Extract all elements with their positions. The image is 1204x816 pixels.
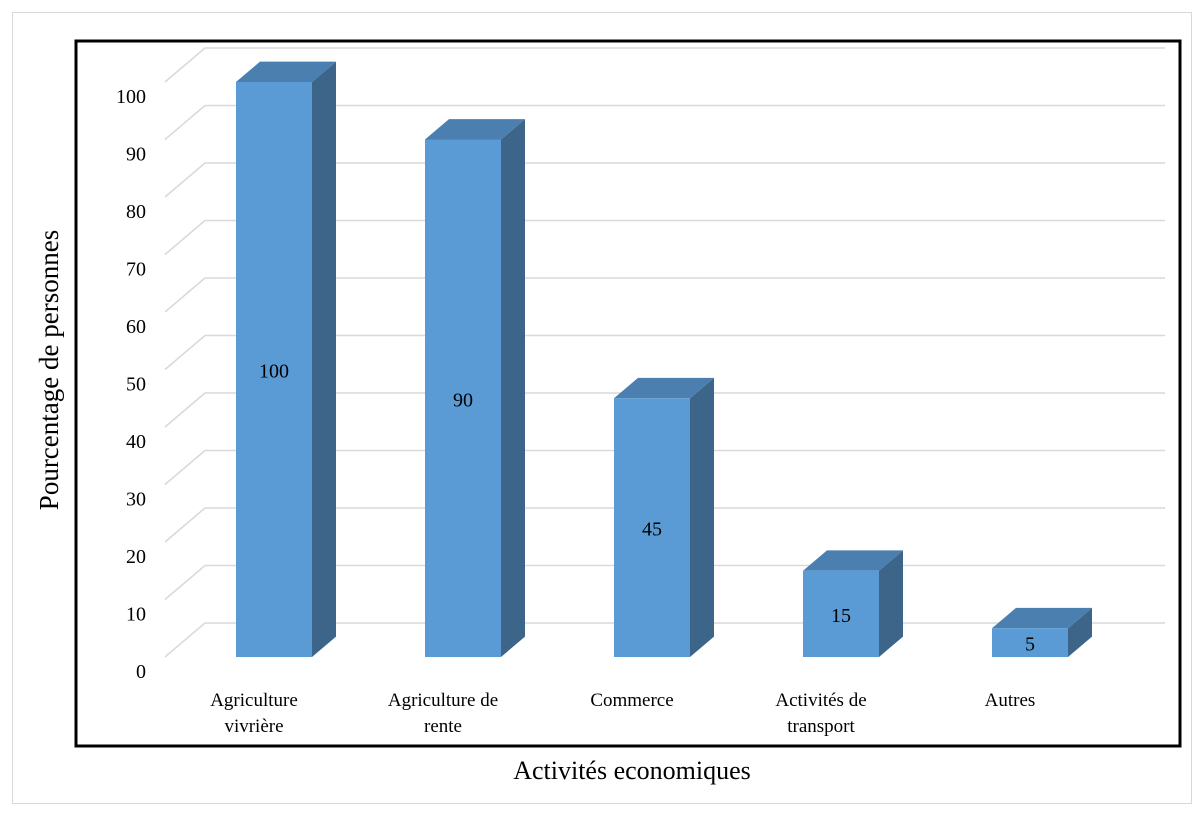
plot-frame <box>74 39 1182 748</box>
bar-side <box>501 119 525 658</box>
bar-top <box>236 61 336 82</box>
bars: 100 90 45 15 5 <box>236 61 1092 658</box>
y-axis-ticks: 0 10 20 30 40 50 60 70 80 90 100 <box>116 86 146 683</box>
y-tick-label: 30 <box>126 489 146 511</box>
bar: 90 <box>425 119 525 658</box>
gridline-diagonal <box>164 392 206 428</box>
x-category-label: Activités de transport <box>775 690 866 737</box>
bar-side <box>312 61 336 658</box>
y-tick-label: 0 <box>136 661 146 683</box>
bar-data-label: 45 <box>642 519 662 541</box>
gridline-diagonal <box>164 219 206 256</box>
x-category-label: Agriculture de rente <box>388 690 498 737</box>
y-tick-label: 50 <box>126 374 146 396</box>
bar-front <box>992 628 1068 657</box>
bar-side <box>879 550 903 657</box>
x-category-label: Commerce <box>590 690 673 711</box>
bar-data-label: 100 <box>259 361 289 383</box>
gridline-diagonal <box>164 47 206 83</box>
bar: 45 <box>614 377 714 657</box>
y-axis-label: Pourcentage de personnes <box>34 230 64 510</box>
y-tick-label: 40 <box>126 431 146 453</box>
bar: 15 <box>803 550 903 657</box>
bar-top <box>425 119 525 140</box>
gridline-diagonal <box>164 449 206 486</box>
chart-page-frame <box>12 12 1192 804</box>
y-tick-label: 70 <box>126 259 146 281</box>
bar-front <box>614 398 690 657</box>
y-tick-label: 60 <box>126 316 146 338</box>
gridline-diagonal <box>164 334 206 371</box>
bar-data-label: 90 <box>453 389 473 411</box>
bar: 100 <box>236 61 336 658</box>
bar-side <box>690 377 714 657</box>
bar-top <box>614 377 714 399</box>
bar-front <box>803 570 879 657</box>
y-tick-label: 20 <box>126 546 146 568</box>
x-axis-categories: Agriculture vivrière Agriculture de rente Co… <box>210 690 1035 737</box>
gridline-diagonal <box>164 564 206 601</box>
y-tick-label: 90 <box>126 144 146 166</box>
bar-data-label: 15 <box>831 605 851 627</box>
gridline-diagonal <box>164 622 206 658</box>
gridline-diagonal <box>164 104 206 141</box>
bar-data-label: 5 <box>1025 634 1035 656</box>
bar-top <box>803 550 903 571</box>
gridline-diagonal <box>164 507 206 543</box>
y-tick-label: 100 <box>116 86 146 108</box>
bar: 5 <box>992 607 1092 657</box>
gridline-diagonal <box>164 277 206 313</box>
bar-top <box>992 607 1092 629</box>
x-axis-label: Activités economiques <box>513 756 751 785</box>
y-tick-label: 10 <box>126 604 146 626</box>
x-category-label: Autres <box>985 690 1036 711</box>
gridline-diagonal <box>164 162 206 198</box>
x-category-label: Agriculture vivrière <box>210 690 298 737</box>
bar-front <box>236 82 312 657</box>
bar-front <box>425 139 501 657</box>
bar-side <box>1068 607 1092 657</box>
y-tick-label: 80 <box>126 201 146 223</box>
